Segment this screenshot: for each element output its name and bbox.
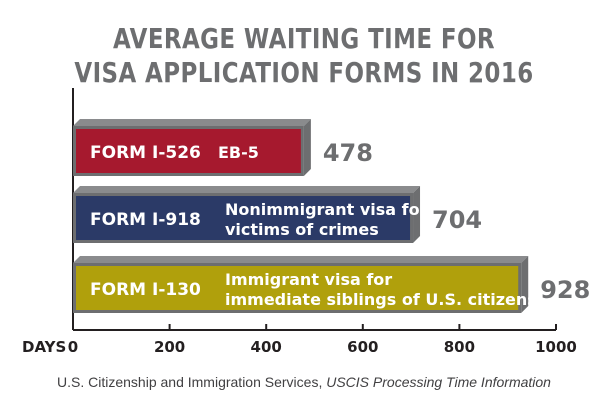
bar-value-label: 478 xyxy=(323,139,373,167)
x-tick-label: 200 xyxy=(154,338,185,356)
bar-description: Immigrant visa for xyxy=(225,270,392,289)
bar xyxy=(76,266,519,310)
bar-description: Nonimmigrant visa for xyxy=(225,200,428,219)
bar-form-label: FORM I-130 xyxy=(90,280,201,300)
chart-title: AVERAGE WAITING TIME FOR VISA APPLICATIO… xyxy=(55,22,554,90)
bar-description: immediate siblings of U.S. citizens xyxy=(225,290,537,309)
title-line-2: VISA APPLICATION FORMS IN 2016 xyxy=(74,56,534,89)
bar xyxy=(76,129,301,173)
bar-form-label: FORM I-526 xyxy=(90,143,201,163)
bar-form-label: FORM I-918 xyxy=(90,210,201,230)
source-publication: USCIS Processing Time Information xyxy=(326,374,551,390)
source-note: U.S. Citizenship and Immigration Service… xyxy=(0,374,608,390)
bar-top-face xyxy=(73,186,421,193)
source-organization: U.S. Citizenship and Immigration Service… xyxy=(57,374,323,390)
title-line-1: AVERAGE WAITING TIME FOR xyxy=(113,22,495,55)
bar-top-face xyxy=(73,256,529,263)
bar xyxy=(76,196,411,240)
bar-description: victims of crimes xyxy=(225,220,379,239)
x-tick-label: 400 xyxy=(251,338,282,356)
bar-side-face xyxy=(521,256,529,313)
bar-top-face xyxy=(73,119,311,126)
x-tick-label: 0 xyxy=(68,338,78,356)
x-axis-label: DAYS xyxy=(22,338,66,356)
x-tick-label: 1000 xyxy=(535,338,577,356)
bar-side-face xyxy=(413,186,421,243)
x-tick-label: 800 xyxy=(444,338,475,356)
bar-side-face xyxy=(303,119,311,176)
bar-value-label: 928 xyxy=(540,276,590,304)
bar-value-label: 704 xyxy=(432,206,482,234)
x-tick-label: 600 xyxy=(347,338,378,356)
bar-description: EB-5 xyxy=(218,143,259,162)
